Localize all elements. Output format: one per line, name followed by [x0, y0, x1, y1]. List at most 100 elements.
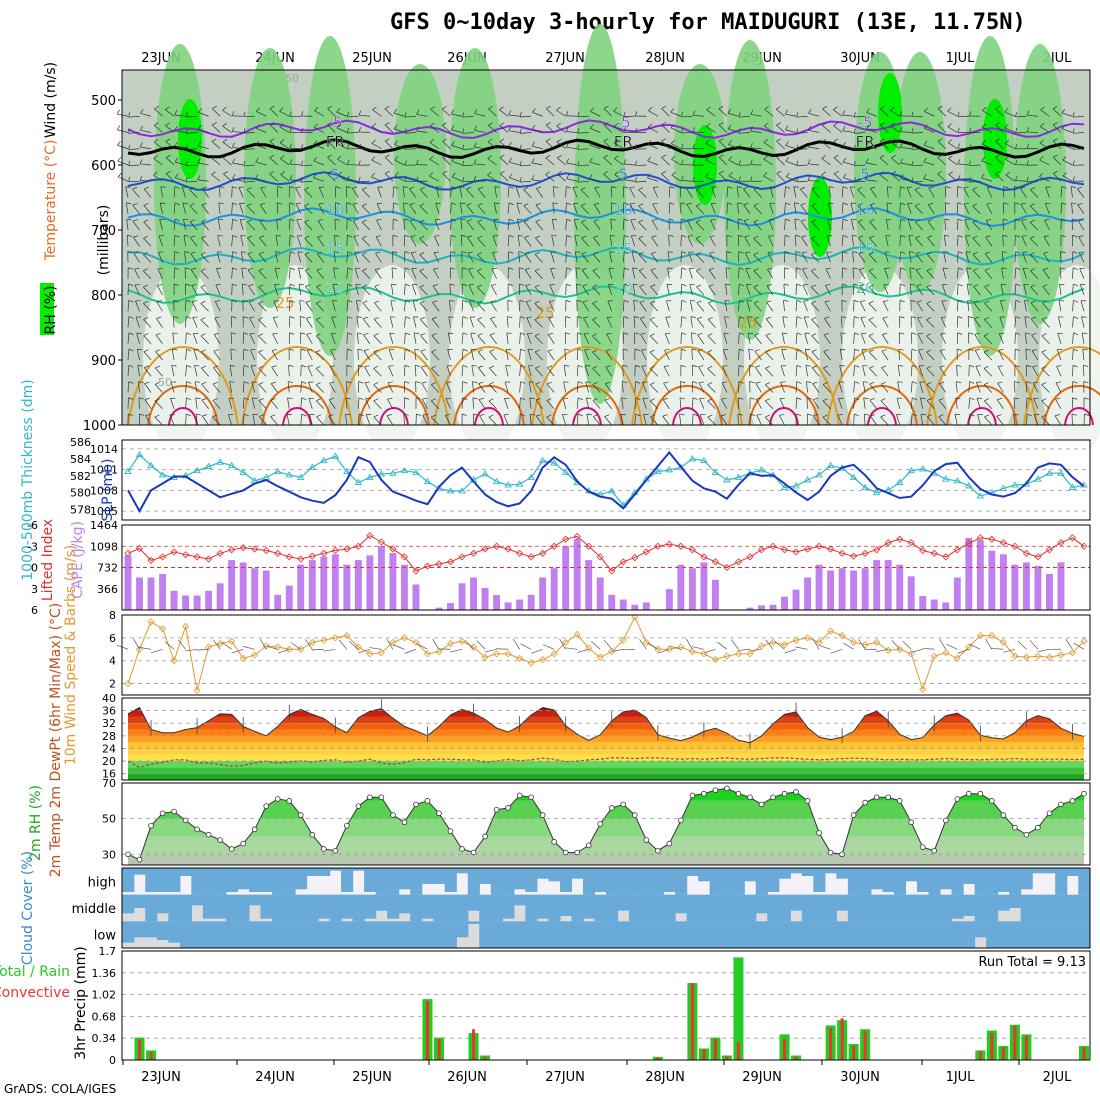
wind-barb-feather [289, 299, 295, 303]
wind-barb [346, 300, 349, 312]
wind-barb [243, 180, 255, 183]
wind-barb-feather [640, 332, 646, 335]
wind-barb [769, 186, 774, 198]
wind-barb-feather [720, 414, 726, 417]
li-point [377, 538, 385, 546]
wind-barb-feather [890, 138, 896, 143]
wind-barb [779, 415, 785, 426]
wind-barb [576, 381, 579, 393]
wind-barb [391, 267, 394, 279]
wind-barb-feather [881, 349, 887, 352]
wind-barb [547, 334, 555, 344]
wind-barb-feather [139, 159, 143, 164]
wind-barb-feather [1030, 268, 1036, 272]
wind-barb [447, 349, 451, 361]
wind-barb-feather [969, 364, 975, 368]
wind-barb [853, 397, 855, 409]
wind-barb [794, 219, 797, 231]
wind-barb [775, 108, 785, 117]
cloud-middle-bar [709, 894, 722, 922]
wind-barb-feather [185, 299, 191, 303]
wind-barb [728, 144, 739, 150]
wind-barb-feather [824, 300, 830, 303]
wind-barb [926, 270, 935, 279]
pressure-tick: 1000 [83, 419, 116, 434]
wind-barb [868, 270, 877, 279]
wind-barb [173, 202, 176, 214]
xsec-very-moist-core [693, 125, 717, 205]
wind-barb [474, 129, 486, 133]
wind-barb [1079, 268, 1085, 279]
wind-barb [1081, 316, 1085, 328]
wind-barb [1042, 302, 1050, 312]
wind-barb [833, 109, 843, 117]
wind-barb [608, 284, 613, 296]
wind-barb-feather [842, 283, 848, 286]
cloud-low-bar [847, 921, 860, 948]
wind-barb-feather [1015, 299, 1021, 303]
wind-barb [243, 132, 255, 134]
wind-barb [865, 162, 877, 166]
wind-barb-feather [531, 158, 535, 164]
rh-point [1046, 810, 1053, 817]
wind-barb [270, 416, 279, 426]
cape-bar [815, 564, 823, 610]
wind-barb [184, 251, 186, 263]
wind-barb [890, 125, 900, 133]
thickness-point [654, 467, 662, 475]
thickness-point [481, 470, 489, 477]
wind-barb-feather [519, 283, 525, 286]
wind-barb [879, 141, 889, 150]
cape-bar [539, 577, 547, 610]
cloud-low-bar [870, 921, 884, 948]
wind-barb [1052, 173, 1062, 182]
wind10-point [228, 637, 236, 645]
wind-barb [247, 237, 255, 247]
wind-barb [824, 301, 831, 312]
wind-barb-feather [144, 186, 149, 190]
wind-barb [910, 365, 913, 377]
wind-barb-feather [126, 218, 132, 221]
wind-barb-feather [611, 202, 617, 205]
wind-barb [899, 219, 901, 231]
wind-barb [812, 383, 820, 393]
cape-bar [953, 577, 961, 610]
rh-point [850, 812, 857, 818]
wind-barb-feather [390, 300, 396, 302]
wind-barb [222, 141, 232, 150]
wind-barb-feather [900, 202, 906, 205]
wind-barb-feather [276, 235, 282, 237]
wind-barb-feather [739, 316, 745, 319]
wind-barb-feather [137, 348, 143, 351]
wind-barb [313, 177, 324, 182]
wind-barb-feather [143, 284, 148, 288]
wind10-point [182, 622, 190, 630]
wind-barb-feather [1041, 349, 1047, 353]
wind-barb-feather [1026, 397, 1032, 400]
precip-axis-label: 3hr Precip (mm) [73, 946, 89, 1059]
wind-barb [564, 349, 567, 361]
wind-barb-feather [663, 381, 669, 384]
wind-barb [632, 284, 636, 296]
wind-barb-feather [362, 300, 368, 304]
wind-barb-feather [1072, 144, 1075, 150]
wind-barb [998, 333, 1004, 344]
wind-barb-feather [841, 299, 847, 302]
wind-barb [721, 399, 728, 409]
wind-barb-feather [565, 111, 569, 116]
wind-barb-feather [201, 219, 207, 222]
wind-barb-feather [499, 106, 504, 110]
xsec-very-moist-core [178, 99, 202, 179]
wind-barb-feather [242, 299, 248, 302]
wind-barb [737, 202, 739, 214]
wind-barb-feather [1020, 186, 1026, 189]
wind-barb [524, 237, 532, 247]
cloud-middle-bar [306, 894, 319, 922]
wind-barb [811, 205, 820, 214]
wind-barb [972, 189, 981, 198]
wind-barb [890, 141, 900, 150]
wind-barb-feather [157, 284, 163, 286]
wind-barb-feather [139, 413, 145, 416]
wind-barb-feather [981, 173, 985, 178]
wind-barb [1023, 300, 1027, 312]
